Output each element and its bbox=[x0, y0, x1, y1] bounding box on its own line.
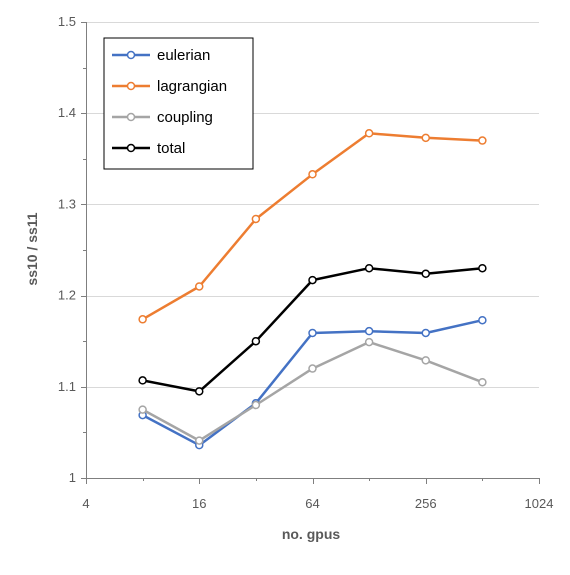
tick-labels: 4 16 64 256 1024 1 1.1 1.2 1.3 1.4 1.5 bbox=[58, 14, 554, 511]
y-axis-title: ss10 / ss11 bbox=[24, 212, 40, 285]
data-point-total bbox=[251, 336, 261, 346]
data-point-lagrangian bbox=[251, 214, 261, 224]
data-point-total bbox=[308, 275, 317, 285]
data-point-total bbox=[478, 263, 487, 273]
data-point-total bbox=[421, 269, 430, 278]
data-point-total bbox=[138, 376, 147, 385]
data-point-lagrangian bbox=[195, 282, 204, 291]
y-tick-label: 1.5 bbox=[58, 14, 76, 29]
legend-label-coupling: coupling bbox=[157, 109, 213, 126]
x-tick-label: 256 bbox=[415, 496, 437, 511]
legend-marker-lagrangian bbox=[126, 81, 136, 91]
legend-marker-total bbox=[126, 143, 136, 153]
data-point-eulerian bbox=[308, 328, 317, 338]
y-tick-label: 1.1 bbox=[58, 379, 76, 394]
data-point-coupling bbox=[478, 377, 487, 387]
x-tick-label: 1024 bbox=[525, 496, 554, 511]
axes bbox=[81, 22, 540, 484]
data-point-lagrangian bbox=[421, 133, 430, 143]
data-point-coupling bbox=[308, 364, 317, 373]
data-point-coupling bbox=[195, 436, 204, 445]
legend-label-lagrangian: lagrangian bbox=[157, 78, 227, 95]
data-point-lagrangian bbox=[308, 170, 317, 179]
data-point-eulerian bbox=[421, 328, 430, 338]
data-point-lagrangian bbox=[364, 129, 374, 138]
data-point-eulerian bbox=[364, 326, 374, 336]
y-tick-label: 1 bbox=[69, 470, 76, 485]
x-tick-label: 16 bbox=[192, 496, 206, 511]
data-point-total bbox=[195, 387, 204, 396]
data-point-coupling bbox=[138, 405, 147, 414]
series-lagrangian bbox=[138, 129, 487, 324]
x-tick-label: 64 bbox=[305, 496, 319, 511]
series-total bbox=[138, 263, 487, 396]
x-tick-label: 4 bbox=[82, 496, 89, 511]
y-tick-label: 1.3 bbox=[58, 196, 76, 211]
legend-marker-eulerian bbox=[126, 50, 136, 60]
x-axis-title: no. gpus bbox=[282, 526, 341, 542]
data-point-coupling bbox=[421, 356, 430, 365]
legend-marker-coupling bbox=[126, 112, 136, 122]
data-point-coupling bbox=[251, 400, 261, 410]
legend-label-total: total bbox=[157, 140, 185, 157]
data-point-total bbox=[364, 263, 374, 273]
y-tick-label: 1.4 bbox=[58, 105, 76, 120]
series-lines bbox=[138, 129, 487, 450]
data-point-eulerian bbox=[478, 315, 487, 325]
legend-label-eulerian: eulerian bbox=[157, 47, 210, 64]
data-point-lagrangian bbox=[478, 136, 487, 145]
data-point-coupling bbox=[364, 337, 374, 347]
y-tick-label: 1.2 bbox=[58, 288, 76, 303]
data-point-lagrangian bbox=[138, 315, 147, 324]
series-coupling bbox=[138, 337, 487, 445]
legend: eulerian lagrangian coupling total bbox=[103, 37, 254, 170]
